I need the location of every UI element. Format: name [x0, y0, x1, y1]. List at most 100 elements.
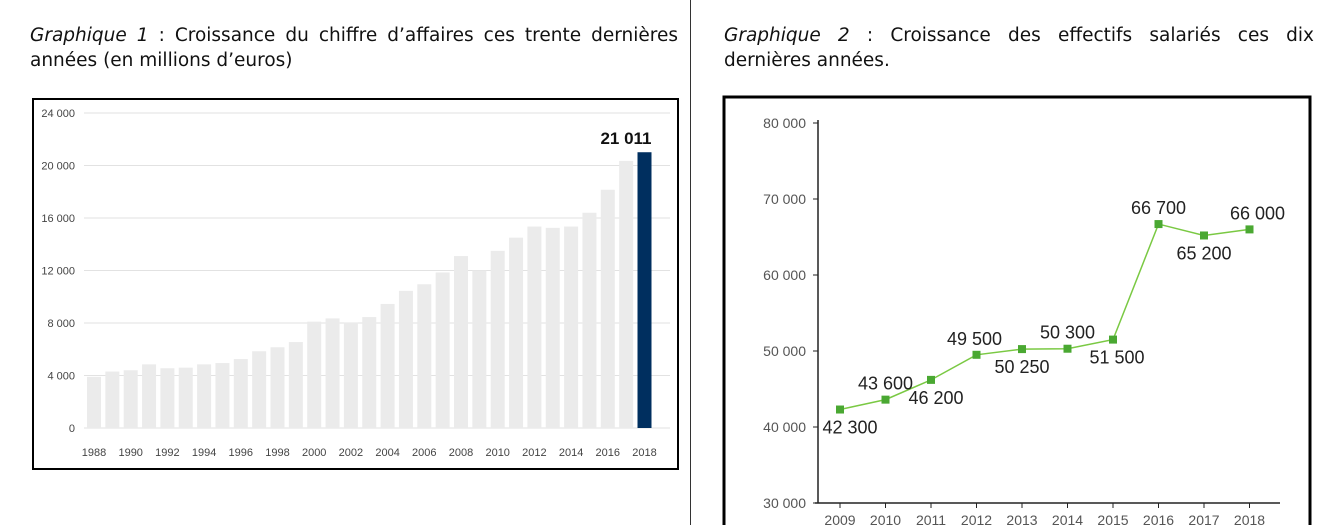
highlight-data-label: 21 011 [600, 129, 651, 148]
series-line [839, 223, 1250, 411]
bar-2004 [380, 303, 395, 428]
x-tick-label: 2006 [412, 447, 436, 459]
data-point-2017 [1200, 231, 1208, 240]
data-label: 65 200 [1176, 243, 1231, 263]
bar-2015 [582, 212, 597, 428]
data-point-2015 [1109, 335, 1117, 344]
bar-2017 [619, 160, 634, 428]
y-tick-label: 40 000 [763, 419, 806, 435]
column-divider [690, 0, 691, 525]
data-point-2012 [972, 350, 981, 359]
x-tick-label: 2014 [1052, 512, 1083, 525]
data-label: 50 250 [994, 357, 1049, 377]
x-tick-label: 2014 [559, 447, 583, 459]
caption-text: : Croissance des effectifs salariés ces … [724, 25, 1314, 71]
data-label: 49 500 [947, 329, 1002, 349]
x-tick-label: 2018 [632, 447, 656, 459]
data-label: 66 700 [1131, 198, 1186, 218]
bar-1990 [123, 370, 138, 428]
y-tick-label: 4 000 [47, 371, 75, 383]
chart-frame [722, 95, 1312, 525]
y-tick-label: 70 000 [763, 191, 806, 207]
bar-2000 [307, 321, 322, 428]
bar-1995 [215, 363, 230, 428]
x-tick-label: 1996 [229, 447, 253, 459]
bar-1993 [178, 367, 193, 428]
y-tick-label: 60 000 [763, 267, 806, 283]
x-tick-label: 2017 [1188, 512, 1219, 525]
x-tick-label: 2015 [1097, 512, 1128, 525]
bar-2011 [509, 237, 524, 428]
y-tick-label: 12 000 [41, 266, 75, 278]
x-tick-label: 1992 [155, 447, 179, 459]
bar-1992 [160, 368, 175, 428]
x-tick-label: 2002 [339, 447, 363, 459]
bar-1999 [288, 342, 303, 428]
x-tick-label: 2010 [485, 447, 509, 459]
x-tick-label: 2010 [870, 512, 901, 525]
caption-prefix: Graphique 1 [30, 25, 149, 46]
x-tick-label: 2000 [302, 447, 326, 459]
bar-2003 [362, 317, 377, 428]
data-point-2009 [836, 405, 844, 414]
data-point-2016 [1154, 220, 1163, 229]
x-tick-label: 2011 [916, 512, 946, 525]
caption-prefix: Graphique 2 [724, 25, 850, 46]
bar-2005 [398, 290, 413, 428]
bar-1996 [233, 359, 248, 428]
x-tick-label: 2008 [449, 447, 473, 459]
bar-1997 [252, 351, 267, 428]
bar-2002 [343, 322, 358, 428]
bar-2009 [472, 270, 487, 428]
data-label: 51 500 [1089, 348, 1144, 368]
data-label: 50 300 [1040, 323, 1095, 343]
bar-2007 [435, 272, 450, 428]
bar-1998 [270, 347, 285, 428]
y-tick-label: 50 000 [763, 343, 806, 359]
data-label: 46 200 [908, 388, 963, 408]
x-tick-label: 2012 [961, 512, 992, 525]
data-point-2011 [927, 375, 935, 384]
bar-1989 [105, 371, 120, 428]
bar-2006 [417, 284, 432, 428]
bar-2016 [600, 189, 615, 428]
data-point-2013 [1018, 345, 1026, 354]
bar-2018 [637, 152, 652, 428]
bar-2014 [564, 226, 579, 428]
bar-2001 [325, 318, 340, 428]
x-tick-label: 1988 [82, 447, 106, 459]
bar-2008 [454, 256, 468, 428]
x-tick-label: 2013 [1006, 512, 1037, 525]
data-label: 42 300 [822, 418, 877, 438]
y-tick-label: 80 000 [763, 115, 806, 131]
x-tick-label: 2016 [1143, 512, 1174, 525]
x-tick-label: 2004 [375, 447, 399, 459]
x-tick-label: 2009 [824, 512, 855, 525]
y-tick-label: 24 000 [41, 108, 75, 120]
bar-1988 [87, 376, 101, 428]
x-tick-label: 2018 [1234, 512, 1265, 525]
data-point-2014 [1063, 344, 1072, 353]
bar-1994 [197, 364, 212, 428]
data-label: 66 000 [1230, 203, 1285, 223]
bar-1991 [142, 364, 157, 428]
y-tick-label: 8 000 [47, 318, 75, 330]
chart2-caption: Graphique 2 : Croissance des effectifs s… [724, 23, 1314, 73]
x-tick-label: 2012 [522, 447, 546, 459]
y-tick-label: 16 000 [41, 213, 75, 225]
data-point-2018 [1245, 225, 1254, 234]
data-point-2010 [881, 395, 890, 404]
y-tick-label: 0 [69, 423, 75, 435]
x-tick-label: 2016 [596, 447, 620, 459]
data-label: 43 600 [858, 374, 913, 394]
bar-2012 [527, 226, 542, 428]
caption-text: : Croissance du chiffre d’affaires ces t… [30, 25, 678, 71]
x-tick-label: 1998 [265, 447, 289, 459]
bar-2010 [490, 250, 505, 428]
y-tick-label: 20 000 [41, 161, 75, 173]
x-tick-label: 1990 [118, 447, 142, 459]
x-tick-label: 1994 [192, 447, 216, 459]
y-tick-label: 30 000 [763, 495, 806, 511]
